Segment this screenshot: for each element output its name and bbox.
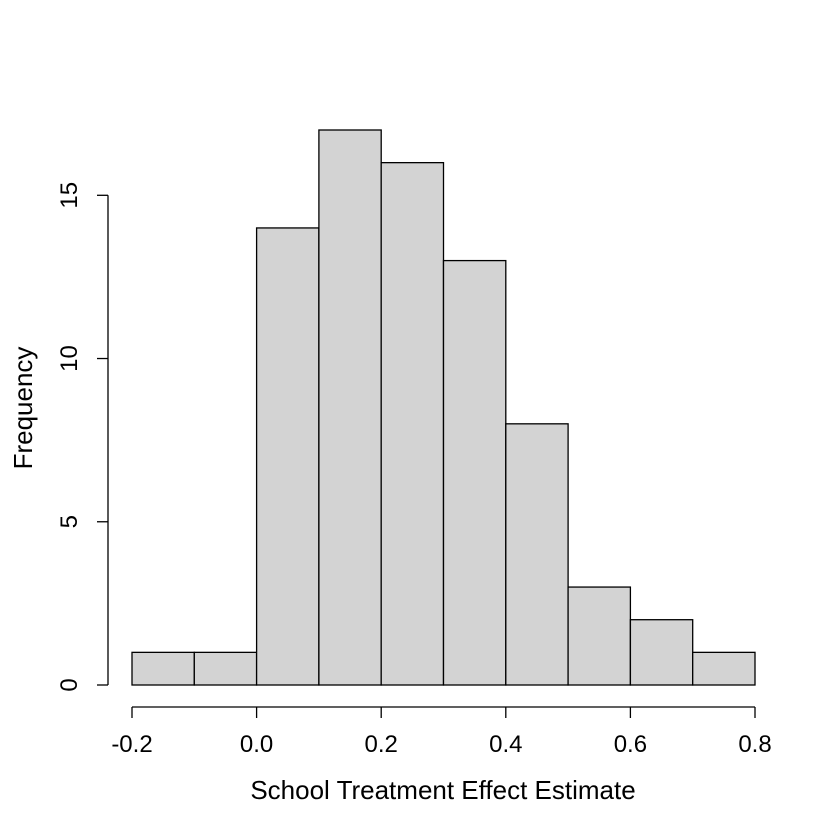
x-tick-label-0: -0.2	[111, 731, 152, 758]
y-axis-label: Frequency	[8, 347, 38, 470]
histogram-bar-7	[567, 586, 632, 686]
histogram-bar-4	[380, 161, 445, 686]
histogram-bar-9	[692, 651, 756, 686]
histogram-bars	[131, 129, 756, 686]
histogram-bar-6	[505, 423, 569, 686]
y-tick-label-3: 15	[56, 182, 83, 209]
histogram-bar-8	[629, 619, 694, 686]
x-tick-label-4: 0.6	[614, 731, 647, 758]
histogram-bar-0	[131, 651, 195, 686]
x-axis-label: School Treatment Effect Estimate	[250, 775, 635, 805]
y-tick-label-1: 5	[56, 515, 83, 528]
x-tick-label-1: 0.0	[240, 731, 273, 758]
x-axis: -0.2 0.0 0.2 0.4 0.6 0.8	[111, 706, 772, 758]
y-tick-label-0: 0	[56, 678, 83, 691]
x-tick-label-5: 0.8	[738, 731, 771, 758]
histogram-bar-5	[442, 259, 507, 686]
histogram-bar-3	[318, 129, 382, 686]
histogram-bar-2	[255, 227, 320, 686]
y-tick-label-2: 10	[56, 345, 83, 372]
histogram-bar-1	[193, 651, 258, 686]
x-tick-label-2: 0.2	[365, 731, 398, 758]
y-axis: 0 5 10 15	[56, 182, 109, 692]
x-tick-label-3: 0.4	[489, 731, 522, 758]
